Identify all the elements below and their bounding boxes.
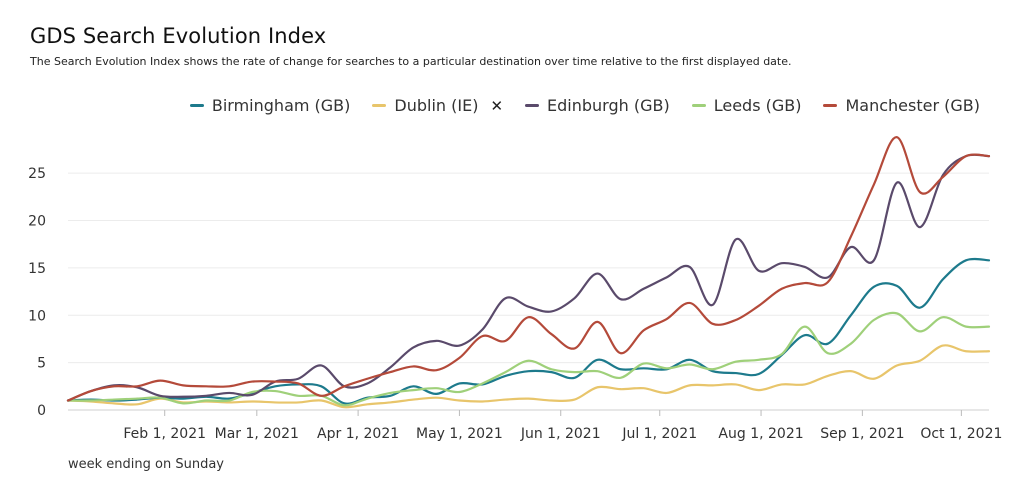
legend-label-birmingham: Birmingham (GB) <box>211 96 351 115</box>
legend-item-birmingham[interactable]: Birmingham (GB) <box>189 96 351 115</box>
series-line-dublin[interactable] <box>66 344 991 409</box>
x-tick-label: Jul 1, 2021 <box>621 426 697 442</box>
series-line-edinburgh[interactable] <box>66 153 991 402</box>
legend-item-leeds[interactable]: Leeds (GB) <box>691 96 802 115</box>
series-line-birmingham[interactable] <box>66 257 991 405</box>
x-tick-label: Mar 1, 2021 <box>215 426 299 442</box>
close-icon[interactable]: ✕ <box>490 96 504 115</box>
legend-swatch-birmingham <box>189 104 204 107</box>
chart-subtitle: The Search Evolution Index shows the rat… <box>30 55 792 68</box>
legend: Birmingham (GB) Dublin (IE) ✕ Edinburgh … <box>189 96 980 115</box>
y-tick-label: 5 <box>37 356 46 372</box>
chart-title: GDS Search Evolution Index <box>30 24 327 48</box>
legend-swatch-leeds <box>691 104 706 107</box>
x-tick-label: May 1, 2021 <box>416 426 503 442</box>
y-tick-label: 0 <box>37 403 46 419</box>
x-tick-label: Oct 1, 2021 <box>920 426 1002 442</box>
series-line-manchester[interactable] <box>66 136 991 402</box>
x-axis: Feb 1, 2021 Mar 1, 2021 Apr 1, 2021 May 1, … <box>123 410 1002 442</box>
x-tick-label: Jun 1, 2021 <box>520 426 601 442</box>
legend-swatch-dublin <box>372 104 387 107</box>
series-line-leeds[interactable] <box>66 311 991 407</box>
y-axis: 0 5 10 15 20 25 <box>28 166 46 419</box>
legend-item-dublin[interactable]: Dublin (IE) ✕ <box>372 96 503 115</box>
y-tick-label: 10 <box>28 308 46 324</box>
series-lines <box>66 136 991 409</box>
legend-item-manchester[interactable]: Manchester (GB) <box>823 96 980 115</box>
legend-label-dublin: Dublin (IE) <box>394 96 479 115</box>
x-axis-label: week ending on Sunday <box>68 457 224 472</box>
x-tick-label: Feb 1, 2021 <box>123 426 206 442</box>
gridlines <box>68 172 989 411</box>
legend-label-leeds: Leeds (GB) <box>713 96 802 115</box>
x-tick-label: Sep 1, 2021 <box>820 426 904 442</box>
legend-label-manchester: Manchester (GB) <box>845 96 980 115</box>
y-tick-label: 20 <box>28 214 46 230</box>
y-tick-label: 15 <box>28 261 46 277</box>
x-tick-label: Aug 1, 2021 <box>718 426 803 442</box>
legend-label-edinburgh: Edinburgh (GB) <box>547 96 670 115</box>
y-tick-label: 25 <box>28 166 46 182</box>
legend-item-edinburgh[interactable]: Edinburgh (GB) <box>525 96 670 115</box>
legend-swatch-edinburgh <box>525 104 540 107</box>
x-tick-label: Apr 1, 2021 <box>317 426 399 442</box>
legend-swatch-manchester <box>823 104 838 107</box>
